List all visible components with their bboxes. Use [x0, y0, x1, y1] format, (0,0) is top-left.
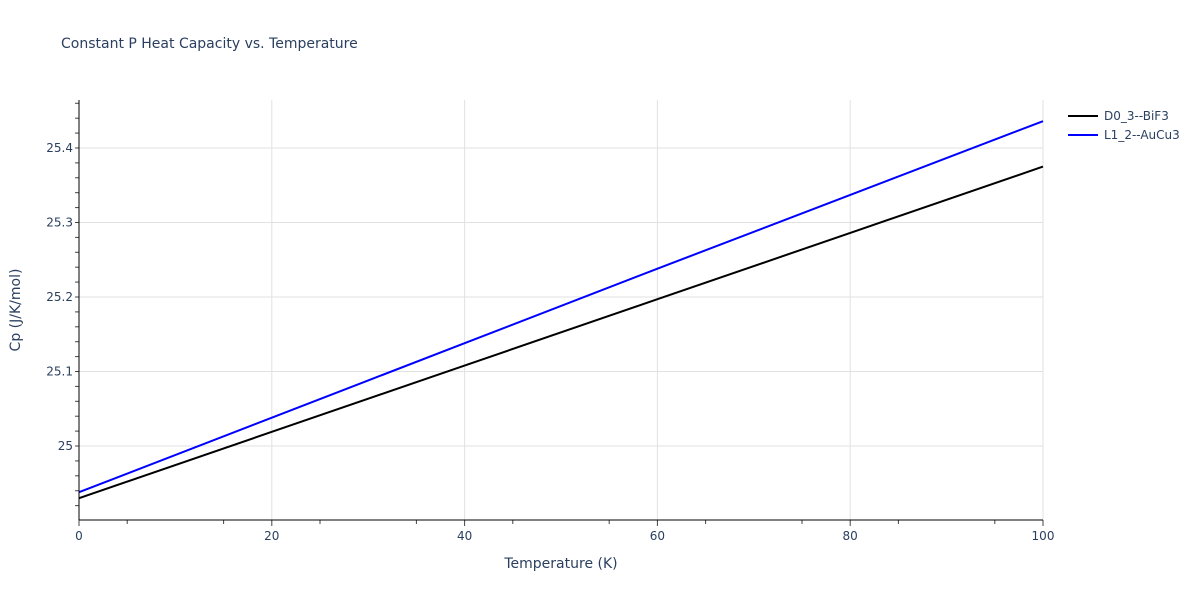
legend-label: L1_2--AuCu3	[1104, 127, 1180, 142]
gridlines	[79, 100, 1044, 520]
x-tick-label: 0	[75, 529, 83, 543]
chart-title: Constant P Heat Capacity vs. Temperature	[61, 36, 358, 52]
legend-swatch-black	[1068, 114, 1098, 117]
x-tick-label: 20	[264, 529, 279, 543]
x-tick-label: 40	[457, 529, 472, 543]
y-tick-label: 25.3	[46, 215, 73, 229]
axes: 0 20 40 60 80 100 25 25.1 25.2 25.3 25.4	[46, 100, 1054, 543]
x-tick-label: 60	[650, 529, 665, 543]
series-lines	[78, 120, 1044, 500]
y-tick-label: 25.2	[46, 290, 73, 304]
x-axis-title: Temperature (K)	[503, 556, 617, 572]
y-tick-label: 25	[58, 439, 73, 453]
y-tick-label: 25.1	[46, 365, 73, 379]
legend: D0_3--BiF3 L1_2--AuCu3	[1068, 106, 1180, 144]
legend-item-d0-3-bif3[interactable]: D0_3--BiF3	[1068, 106, 1180, 125]
y-tick-label: 25.4	[46, 141, 73, 155]
legend-item-l1-2-aucu3[interactable]: L1_2--AuCu3	[1068, 125, 1180, 144]
legend-swatch-blue	[1068, 133, 1098, 136]
series-line-l1-2-aucu3	[78, 120, 1044, 494]
x-tick-label: 100	[1032, 529, 1055, 543]
legend-label: D0_3--BiF3	[1104, 108, 1169, 123]
x-tick-label: 80	[843, 529, 858, 543]
series-line-d0-3-bif3	[78, 165, 1044, 500]
y-axis-title: Cp (J/K/mol)	[8, 269, 24, 352]
